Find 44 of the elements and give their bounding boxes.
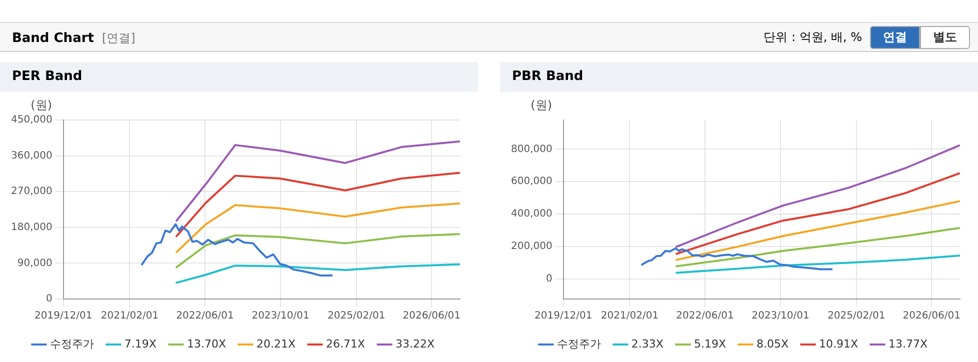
y-tick-label: 600,000 — [510, 176, 552, 188]
y-axis-title: (원) — [30, 98, 52, 112]
x-tick-label: 2025/02/01 — [828, 310, 886, 322]
x-tick-label: 2021/02/01 — [600, 310, 659, 322]
x-tick-label: 2022/06/01 — [176, 310, 234, 322]
x-tick-label: 2019/12/01 — [534, 310, 592, 322]
legend-label: 7.19X — [124, 337, 157, 350]
x-tick-label: 2025/02/01 — [328, 310, 386, 322]
text: 별도 — [920, 26, 970, 48]
legend-label: 수정주가 — [50, 337, 94, 350]
chart-title: PER Band — [0, 62, 478, 92]
y-tick-label: 450,000 — [10, 114, 52, 126]
legend-label: 수정주가 — [556, 337, 601, 350]
y-tick-label: 200,000 — [510, 240, 552, 252]
legend-label: 2.33X — [631, 337, 664, 350]
legend-label: 33.22X — [396, 337, 436, 350]
y-tick-label: 0 — [46, 294, 52, 305]
y-tick-label: 800,000 — [510, 144, 552, 155]
x-tick-label: 2026/06/01 — [902, 310, 960, 322]
y-tick-label: 400,000 — [510, 208, 552, 220]
y-tick-label: 180,000 — [10, 222, 52, 233]
x-tick-label: 2023/10/01 — [752, 310, 810, 322]
legend-label: 26.71X — [326, 337, 366, 350]
x-tick-label: 2022/06/01 — [676, 310, 734, 322]
y-tick-label: 360,000 — [10, 150, 52, 162]
legend-label: 20.21X — [256, 337, 296, 350]
x-tick-label: 2021/02/01 — [100, 310, 159, 322]
legend-label: 8.05X — [756, 337, 789, 350]
y-tick-label: 270,000 — [10, 186, 52, 198]
x-tick-label: 2019/12/01 — [34, 310, 92, 322]
legend-label: 13.77X — [888, 337, 928, 350]
y-axis-title: (원) — [530, 98, 552, 112]
legend-label: 5.19X — [694, 337, 726, 350]
x-tick-label: 2026/06/01 — [402, 310, 460, 322]
text: Band Chart — [12, 31, 94, 46]
legend-label: 10.91X — [819, 337, 859, 350]
text: [연결] — [102, 31, 136, 45]
x-tick-label: 2023/10/01 — [252, 310, 310, 322]
legend-label: 13.70X — [186, 337, 226, 350]
text: 단위 : 억원, 배, % — [764, 28, 862, 46]
y-tick-label: 90,000 — [17, 258, 52, 269]
text: 연결 — [870, 26, 920, 48]
y-tick-label: 0 — [546, 273, 552, 284]
chart-title: PBR Band — [500, 62, 978, 92]
